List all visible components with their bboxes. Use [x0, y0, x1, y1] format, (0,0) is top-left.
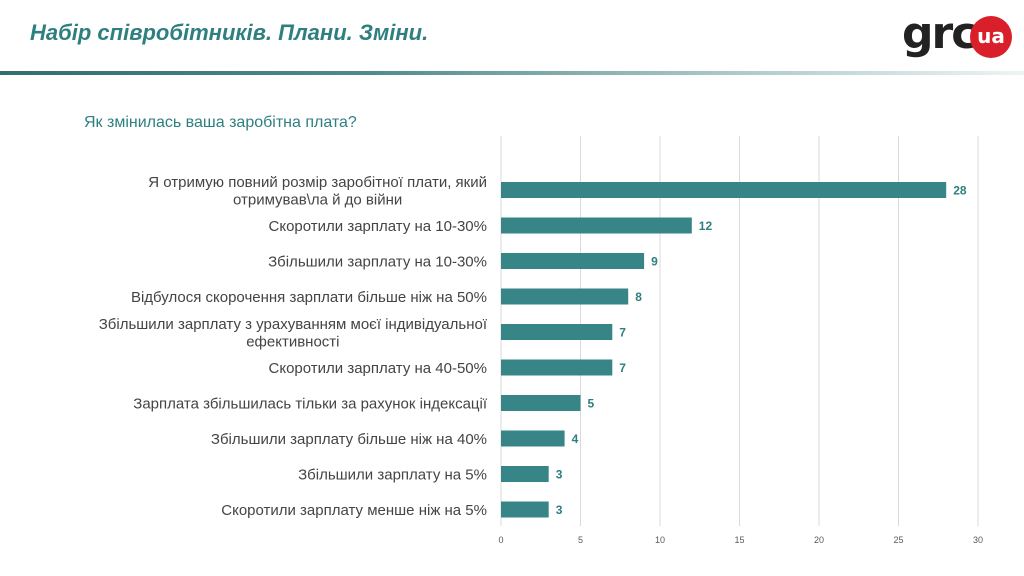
x-tick-label: 5 — [578, 535, 583, 545]
category-label: Скоротили зарплату на 40-50% — [269, 360, 487, 377]
bar — [501, 466, 549, 482]
category-label-line: ефективності — [246, 333, 339, 350]
x-tick-label: 10 — [655, 535, 665, 545]
bar — [501, 430, 565, 447]
bar-value-label: 4 — [572, 432, 579, 446]
bar — [501, 253, 645, 269]
bar — [501, 359, 613, 376]
category-label: Збільшили зарплату на 10-30% — [268, 254, 487, 271]
bar — [501, 395, 581, 411]
category-label-line: Скоротили зарплату на 40-50% — [269, 360, 487, 377]
logo-badge: ua — [970, 16, 1012, 58]
category-label-line: Скоротили зарплату на 10-30% — [269, 218, 487, 235]
bar-value-label: 5 — [588, 397, 595, 411]
bar — [501, 182, 947, 198]
x-tick-label: 20 — [814, 535, 824, 545]
logo-badge-text: ua — [977, 24, 1005, 48]
page-title: Набір співробітників. Плани. Зміни. — [30, 20, 429, 45]
bar-value-label: 12 — [699, 219, 713, 233]
bar-value-label: 28 — [953, 184, 967, 198]
category-label-line: Збільшили зарплату більше ніж на 40% — [211, 431, 487, 448]
bar-value-label: 8 — [635, 290, 642, 304]
bar-value-label: 3 — [556, 503, 563, 517]
brand-logo: grc ua — [902, 8, 1014, 62]
category-label-line: Відбулося скорочення зарплати більше ніж… — [131, 289, 487, 306]
x-tick-label: 25 — [893, 535, 903, 545]
category-label-line: Зарплата збільшилась тільки за рахунок і… — [133, 396, 488, 413]
x-tick-label: 0 — [498, 535, 503, 545]
category-label-line: Збільшили зарплату на 5% — [298, 467, 487, 484]
bar-value-label: 9 — [651, 255, 658, 269]
logo-wordmark: grc — [902, 8, 977, 59]
bar-value-label: 3 — [556, 468, 563, 482]
bar-value-label: 7 — [619, 326, 626, 340]
bar — [501, 217, 692, 234]
category-label: Збільшили зарплату з урахуванням моєї ін… — [99, 316, 488, 351]
bar — [501, 324, 613, 340]
bar-value-label: 7 — [619, 361, 626, 375]
category-label: Відбулося скорочення зарплати більше ніж… — [131, 289, 487, 306]
x-tick-label: 30 — [973, 535, 983, 545]
x-tick-label: 15 — [734, 535, 744, 545]
header-divider — [0, 71, 1024, 75]
category-label: Скоротили зарплату на 10-30% — [269, 218, 487, 235]
category-label: Скоротили зарплату менше ніж на 5% — [221, 502, 487, 519]
bar — [501, 288, 629, 305]
category-label: Зарплата збільшилась тільки за рахунок і… — [133, 396, 488, 413]
category-label: Збільшили зарплату більше ніж на 40% — [211, 431, 487, 448]
category-label-line: Скоротили зарплату менше ніж на 5% — [221, 502, 487, 519]
category-label-line: Я отримую повний розмір заробітної плати… — [148, 174, 487, 191]
category-label: Збільшили зарплату на 5% — [298, 467, 487, 484]
chart-title: Як змінилась ваша заробітна плата? — [84, 114, 357, 131]
category-label: Я отримую повний розмір заробітної плати… — [148, 174, 487, 209]
category-label-line: Збільшили зарплату з урахуванням моєї ін… — [99, 316, 488, 333]
bar — [501, 501, 549, 518]
category-label-line: Збільшили зарплату на 10-30% — [268, 254, 487, 271]
category-label-line: отримував\ла й до війни — [233, 191, 402, 208]
